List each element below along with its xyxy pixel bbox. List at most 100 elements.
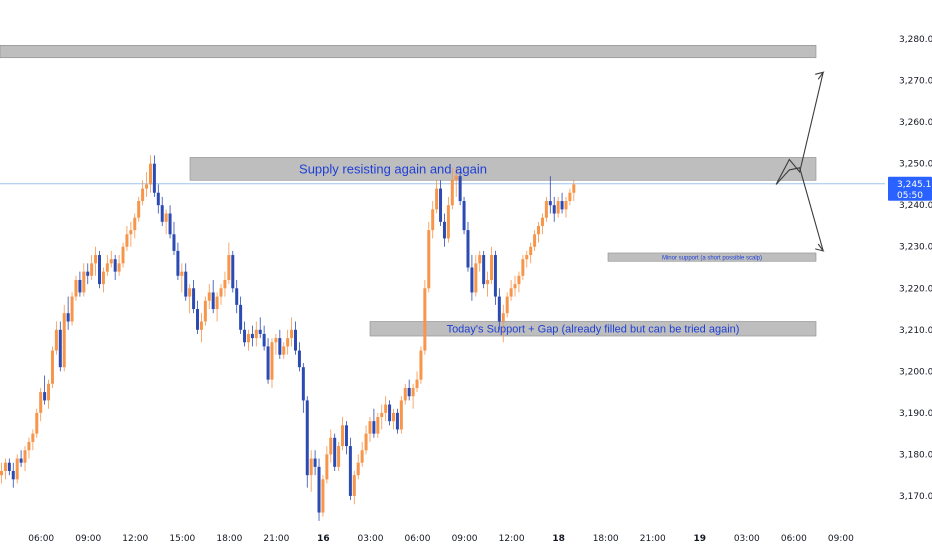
candle (39, 387, 43, 422)
candle (419, 346, 423, 384)
candle (215, 292, 219, 322)
candle (493, 250, 497, 305)
candle (423, 279, 427, 355)
candle (98, 250, 101, 289)
candle (109, 250, 113, 268)
candle-body (552, 205, 556, 214)
y-tick-label: 3,190.00 (899, 409, 932, 419)
candle-body (7, 462, 11, 472)
candle (227, 242, 231, 285)
candle (470, 255, 474, 301)
candle-body (50, 350, 54, 384)
candle-body (544, 201, 548, 218)
candle (533, 230, 537, 251)
candle-body (399, 400, 403, 430)
x-tick-label: 18:00 (593, 534, 619, 544)
candle-body (294, 329, 297, 351)
y-tick-label: 3,280.00 (899, 35, 932, 45)
candle (66, 296, 70, 330)
candle (262, 325, 266, 351)
time-axis[interactable]: 06:00 09:00 12:00 15:00 18:00 21:00 16 03:00 06:… (28, 534, 854, 544)
candle (572, 180, 576, 202)
projection-down-path (775, 167, 824, 252)
x-tick-label: 19 (693, 534, 706, 544)
candle (368, 417, 372, 442)
candle (246, 329, 250, 351)
candle (564, 196, 568, 218)
candle (219, 284, 223, 305)
candle-body (290, 329, 294, 339)
candle-body (446, 205, 450, 239)
x-tick-label: 18 (552, 534, 565, 544)
candle (497, 288, 501, 330)
candle (352, 471, 356, 505)
x-tick-label: 03:00 (358, 534, 384, 544)
price-axis[interactable]: 3,170.00 3,180.00 3,190.00 3,200.00 3,210.00… (899, 35, 932, 502)
candle (478, 250, 482, 272)
candle (105, 255, 109, 276)
candle (19, 450, 23, 467)
supply-zone-label: Supply resisting again and again (299, 162, 487, 177)
candle (27, 437, 31, 459)
candle (548, 176, 552, 214)
candle (254, 321, 258, 347)
x-tick-label: 15:00 (169, 534, 195, 544)
x-tick-label: 06:00 (28, 534, 54, 544)
candle-body (262, 333, 266, 347)
candle (329, 429, 333, 463)
candle (235, 279, 239, 314)
candle (180, 263, 184, 293)
candle-body (419, 350, 423, 380)
candle (54, 321, 58, 355)
candle (168, 205, 172, 239)
candle-body (341, 425, 345, 447)
candle (560, 192, 564, 214)
candle-body (517, 275, 521, 285)
supply-zone (189, 157, 817, 181)
candle-body (372, 421, 376, 434)
candle (86, 263, 90, 285)
candle-body (329, 437, 333, 455)
candle (321, 475, 325, 517)
candle-body (58, 329, 62, 368)
candle-body (572, 184, 576, 193)
candle (540, 213, 544, 235)
candle-body (35, 412, 39, 434)
candle (525, 250, 529, 268)
candle (372, 408, 376, 438)
candle (199, 313, 203, 343)
candle (521, 255, 525, 280)
candle-body (442, 221, 446, 239)
candle (188, 284, 192, 314)
candle-body (196, 309, 199, 330)
candle-body (43, 392, 47, 401)
candle-body (82, 271, 86, 293)
candle (341, 417, 345, 451)
candle (568, 188, 572, 206)
candle (129, 221, 133, 247)
candle-body (321, 479, 325, 513)
candle (348, 437, 352, 501)
candle (313, 450, 317, 476)
candle (11, 462, 15, 488)
candle-body (525, 255, 529, 260)
candle (156, 184, 160, 214)
candle (395, 408, 399, 434)
projection-up-arrowhead (815, 71, 825, 80)
candle (509, 279, 513, 301)
candle (517, 271, 521, 293)
candle (15, 454, 19, 484)
candle (376, 412, 380, 438)
candle (435, 180, 439, 214)
candle (411, 383, 415, 409)
candle-body (474, 263, 478, 293)
candle (537, 221, 541, 243)
candle-body (415, 379, 419, 388)
candle-body (15, 458, 19, 480)
current-price-value: 3,245.16 (897, 180, 932, 190)
candle (431, 201, 435, 239)
candle (305, 396, 309, 488)
candle-body (411, 387, 415, 397)
candle-body (560, 201, 564, 210)
